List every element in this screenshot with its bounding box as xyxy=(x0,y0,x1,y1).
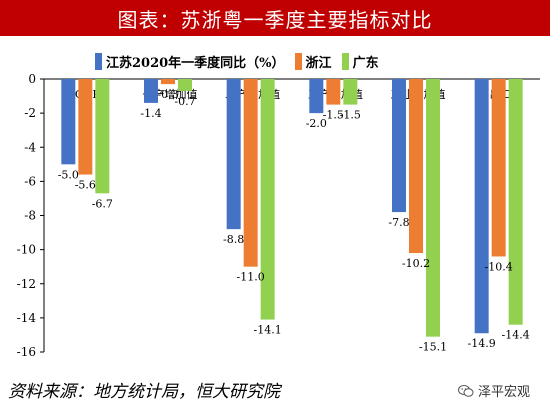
bar xyxy=(178,79,192,91)
legend-item-jiangsu: 江苏2020年一季度同比（%） xyxy=(95,52,285,71)
y-tick-label: -12 xyxy=(17,277,36,291)
y-tick-label: -6 xyxy=(24,174,36,188)
data-label: -15.1 xyxy=(419,341,447,354)
bar xyxy=(491,79,506,257)
data-label: -5.6 xyxy=(75,179,96,192)
data-label: -14.9 xyxy=(468,337,496,350)
legend-swatch-guangdong xyxy=(341,53,349,70)
bar xyxy=(326,79,341,105)
data-label: -10.4 xyxy=(485,260,513,273)
legend-label-jiangsu: 江苏2020年一季度同比（%） xyxy=(106,56,285,71)
title-bar: 图表：苏浙粤一季度主要指标对比 xyxy=(0,0,550,36)
legend-swatch-jiangsu xyxy=(95,53,102,70)
data-label: -7.8 xyxy=(388,216,409,229)
bar xyxy=(426,79,440,337)
data-label: -14.4 xyxy=(502,329,530,342)
data-label: -1.4 xyxy=(140,107,161,120)
data-label: -1.5 xyxy=(340,109,361,122)
bar-chart: 0-2-4-6-8-10-12-14-16GDP-5.0-5.6-6.7一产增加… xyxy=(17,72,540,359)
data-label: -6.7 xyxy=(92,197,113,210)
data-label: -8.8 xyxy=(223,233,244,246)
bar xyxy=(78,79,93,175)
watermark-text: 泽平宏观 xyxy=(478,385,531,400)
bar xyxy=(243,79,258,267)
data-label: -14.1 xyxy=(254,324,282,337)
watermark: 泽平宏观 xyxy=(458,381,530,400)
data-label: -0.3 xyxy=(157,88,178,101)
bar xyxy=(309,79,324,114)
y-tick-label: -8 xyxy=(24,209,36,223)
data-label: -1.5 xyxy=(323,109,344,122)
legend-swatch-zhejiang xyxy=(294,53,302,70)
y-tick-label: -10 xyxy=(17,243,36,257)
legend-item-zhejiang: 浙江 xyxy=(294,52,332,71)
bar xyxy=(508,79,523,325)
bar xyxy=(95,79,110,194)
bar xyxy=(144,79,158,103)
data-label: -2.0 xyxy=(306,117,327,130)
y-tick-label: -4 xyxy=(24,140,36,154)
legend-label-guangdong: 广东 xyxy=(352,56,379,71)
data-label: -0.7 xyxy=(174,95,195,108)
bar xyxy=(474,79,489,334)
wechat-icon xyxy=(458,384,474,397)
data-label: -10.2 xyxy=(402,257,430,270)
y-tick-label: 0 xyxy=(28,72,36,86)
bar xyxy=(161,79,175,85)
data-label: -5.0 xyxy=(58,168,79,181)
bar xyxy=(226,79,241,230)
bar xyxy=(392,79,406,213)
bar xyxy=(260,79,275,320)
bar xyxy=(409,79,423,254)
y-tick-label: -16 xyxy=(17,345,36,359)
legend-label-zhejiang: 浙江 xyxy=(305,56,332,71)
y-tick-label: -14 xyxy=(17,311,37,325)
data-label: -11.0 xyxy=(237,271,265,284)
bar xyxy=(61,79,76,165)
source-note: 资料来源：地方统计局，恒大研究院 xyxy=(8,382,280,402)
bar xyxy=(343,79,358,105)
chart-title: 图表：苏浙粤一季度主要指标对比 xyxy=(117,7,433,32)
y-tick-label: -2 xyxy=(24,106,36,120)
legend: 江苏2020年一季度同比（%） 浙江 广东 xyxy=(95,52,379,71)
legend-item-guangdong: 广东 xyxy=(341,52,379,71)
